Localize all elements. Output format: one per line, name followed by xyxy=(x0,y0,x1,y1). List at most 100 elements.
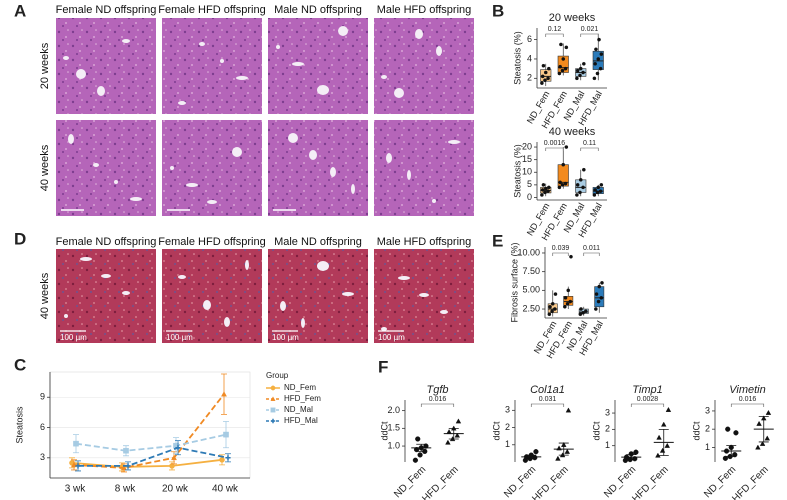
point xyxy=(597,37,601,42)
point xyxy=(599,296,604,300)
panel-label: B xyxy=(492,1,504,20)
point xyxy=(221,391,227,397)
vessel xyxy=(330,167,336,177)
vessel xyxy=(232,147,242,157)
point xyxy=(578,190,582,195)
point xyxy=(547,185,551,190)
vessel xyxy=(80,257,92,261)
legend-label: ND_Fem xyxy=(284,383,316,392)
vessel xyxy=(415,29,423,39)
vessel xyxy=(245,260,249,270)
series-line xyxy=(71,458,223,468)
point xyxy=(548,304,552,309)
p-value: 0.016 xyxy=(739,396,757,403)
point xyxy=(125,463,131,469)
point xyxy=(560,68,565,73)
y-tick-label: 3 xyxy=(40,452,45,462)
error-bar xyxy=(758,416,769,443)
point xyxy=(594,307,598,311)
histology-image xyxy=(374,18,474,114)
p-value: 0.0016 xyxy=(544,140,566,147)
y-tick-label: 0 xyxy=(527,192,532,202)
point xyxy=(566,288,571,293)
point xyxy=(550,309,554,314)
point xyxy=(563,181,568,186)
vessel xyxy=(97,86,105,96)
point xyxy=(595,190,600,195)
point xyxy=(665,406,672,412)
error-bar xyxy=(526,454,537,459)
y-axis-label: Steatosis xyxy=(14,406,24,444)
vessel xyxy=(76,69,86,79)
x-tick-label: 20 wk xyxy=(162,484,189,495)
point xyxy=(558,180,562,185)
point xyxy=(564,448,570,454)
point xyxy=(582,62,586,66)
point xyxy=(555,455,561,461)
panel-label: C xyxy=(14,355,26,374)
point xyxy=(540,81,544,85)
point xyxy=(598,66,603,71)
y-tick-label: 1 xyxy=(705,442,710,452)
significance-bracket xyxy=(552,252,569,256)
point xyxy=(656,434,662,440)
legend-title: Group xyxy=(266,371,289,380)
point xyxy=(565,407,572,413)
y-tick-label: 3 xyxy=(705,405,710,415)
point xyxy=(169,463,175,469)
legend-label: HFD_Mal xyxy=(284,416,318,425)
point xyxy=(541,183,546,187)
chart-title: Vimetin xyxy=(729,384,765,396)
y-axis-label: Steatosis (%) xyxy=(512,144,522,198)
point xyxy=(583,309,588,314)
point xyxy=(270,418,276,424)
panel-label: F xyxy=(378,357,388,376)
point xyxy=(270,396,276,401)
point xyxy=(557,71,562,76)
point xyxy=(121,464,127,471)
point xyxy=(543,70,548,75)
y-tick-label: 2.50 xyxy=(522,303,540,313)
vessel xyxy=(170,166,174,170)
vessel xyxy=(122,291,130,295)
point xyxy=(540,188,545,192)
point xyxy=(582,167,586,172)
series-line xyxy=(78,446,229,467)
significance-bracket xyxy=(545,33,564,37)
series-line xyxy=(75,433,227,452)
point xyxy=(563,296,568,300)
panel-label: A xyxy=(14,1,26,20)
y-axis-label: ddCt xyxy=(491,421,501,441)
row-label: 40 weeks xyxy=(39,144,51,191)
column-header: Female HFD offspring xyxy=(158,4,265,16)
p-value: 0.0028 xyxy=(637,396,659,403)
vessel xyxy=(301,318,305,328)
row-label: 40 weeks xyxy=(39,272,51,319)
column-header: Male ND offspring xyxy=(274,4,362,16)
vessel xyxy=(448,140,460,144)
y-axis-label: ddCt xyxy=(591,421,601,441)
significance-bracket xyxy=(583,252,600,256)
point xyxy=(171,454,177,461)
point xyxy=(558,64,562,69)
point xyxy=(600,281,604,285)
point xyxy=(564,145,569,149)
vessel xyxy=(338,26,348,36)
y-tick-label: 4 xyxy=(527,53,532,63)
point xyxy=(633,449,639,455)
point xyxy=(575,76,579,81)
point xyxy=(569,254,573,259)
vessel xyxy=(381,75,387,79)
y-tick-label: 1.0 xyxy=(387,440,400,450)
error-bar xyxy=(416,443,427,452)
p-value: 0.11 xyxy=(583,140,596,147)
histology-image xyxy=(56,249,156,343)
point xyxy=(543,78,547,83)
point xyxy=(756,420,762,426)
y-tick-label: 2 xyxy=(527,73,532,83)
point xyxy=(547,312,552,317)
x-tick-label: 8 wk xyxy=(115,484,137,495)
chart-title: Tgfb xyxy=(426,384,448,396)
point xyxy=(598,189,603,193)
significance-bracket xyxy=(630,403,665,407)
